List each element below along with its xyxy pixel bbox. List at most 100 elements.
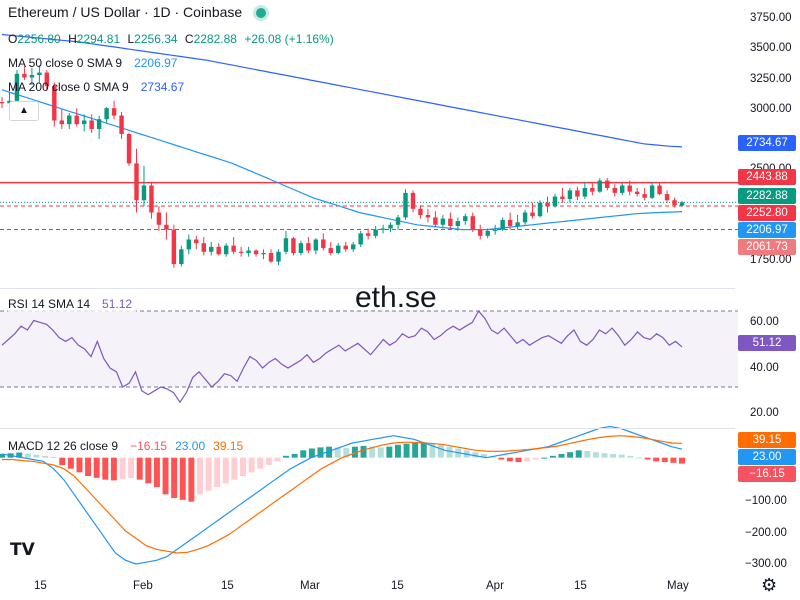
ma200-label: MA 200 close 0 SMA 9 xyxy=(8,80,129,94)
candle-body xyxy=(306,243,311,251)
candle-body xyxy=(522,212,528,223)
candle-body xyxy=(373,229,378,236)
macd-histogram-bar xyxy=(515,457,522,463)
macd-legend[interactable]: MACD 12 26 close 9 −16.15 23.00 39.15 xyxy=(8,438,247,454)
candle-body xyxy=(186,239,192,250)
macd-histogram-bar xyxy=(93,457,100,478)
candle-body xyxy=(336,245,341,253)
symbol-title-text: Ethereum / US Dollar · 1D · Coinbase xyxy=(8,4,243,20)
rsi-value-label: 51.12 xyxy=(738,335,796,351)
candle-body xyxy=(104,108,109,120)
last-price-label: 2282.88 xyxy=(738,188,796,204)
pane-separator[interactable] xyxy=(0,288,735,289)
candle-body xyxy=(605,180,610,188)
macd-hist-label: −16.15 xyxy=(738,466,796,482)
candle-body xyxy=(642,194,647,198)
candle-body xyxy=(328,248,334,253)
candle-body xyxy=(440,218,446,225)
candle-body xyxy=(560,196,565,199)
ohlc-high-label: H xyxy=(68,32,77,46)
macd-histogram-bar xyxy=(59,457,66,465)
macd-histogram-bar xyxy=(179,457,186,500)
ma50-legend[interactable]: MA 50 close 0 SMA 9 2206.97 xyxy=(8,55,181,71)
candle-body xyxy=(298,243,304,253)
candle-body xyxy=(365,233,371,236)
time-axis-tick: Feb xyxy=(133,580,153,592)
ohlc-high: 2294.81 xyxy=(76,32,121,46)
ohlc-open: 2256.80 xyxy=(17,32,61,46)
macd-histogram-bar xyxy=(16,452,23,458)
macd-histogram-bar xyxy=(506,457,513,462)
candle-body xyxy=(620,185,625,193)
macd-hist-value: −16.15 xyxy=(130,439,168,453)
candle-body xyxy=(238,251,244,253)
candle-body xyxy=(567,190,573,199)
candle-body xyxy=(492,229,498,231)
macd-histogram-bar xyxy=(102,457,109,480)
macd-histogram-bar xyxy=(481,454,488,458)
symbol-title: Ethereum / US Dollar · 1D · Coinbase xyxy=(8,4,270,20)
rsi-band xyxy=(0,311,738,387)
candle-body xyxy=(134,163,139,201)
macd-histogram-bar xyxy=(231,457,238,480)
time-axis-tick: May xyxy=(667,580,689,592)
candle-body xyxy=(679,202,685,206)
candle-body xyxy=(44,72,50,87)
macd-signal-value: 39.15 xyxy=(213,439,244,453)
chevron-up-icon: ▲ xyxy=(19,105,29,116)
candle-body xyxy=(111,108,117,116)
candle-body xyxy=(164,224,169,230)
price-axis-tick: 3000.00 xyxy=(750,103,792,115)
candle-body xyxy=(52,86,57,121)
candle-body xyxy=(545,202,550,207)
candle-body xyxy=(448,218,453,226)
macd-histogram-bar xyxy=(119,457,126,479)
candle-body xyxy=(455,221,461,226)
macd-histogram-bar xyxy=(128,457,135,478)
ma200-price-label: 2734.67 xyxy=(738,135,796,151)
candle-body xyxy=(276,251,281,262)
candle-body xyxy=(291,238,296,253)
candle-body xyxy=(194,239,199,244)
macd-histogram-bar xyxy=(661,457,668,463)
macd-histogram-bar xyxy=(257,457,264,469)
candle-body xyxy=(283,238,289,252)
candle-body xyxy=(81,120,87,125)
tradingview-logo[interactable]: TV xyxy=(10,540,35,560)
time-axis-tick: Mar xyxy=(300,580,320,592)
candle-body xyxy=(74,115,79,125)
macd-histogram-bar xyxy=(317,447,324,458)
candle-body xyxy=(552,196,558,207)
macd-histogram-bar xyxy=(222,457,229,484)
collapse-legend-button[interactable]: ▲ xyxy=(9,101,39,121)
gear-icon[interactable]: ⚙ xyxy=(761,575,778,595)
price-axis-tick: 1750.00 xyxy=(750,254,792,266)
price-pane xyxy=(0,33,738,268)
candle-body xyxy=(141,185,147,201)
candle-body xyxy=(395,217,401,225)
price-axis-tick: 3250.00 xyxy=(750,73,792,85)
ma50-line xyxy=(1,89,683,231)
ma200-legend[interactable]: MA 200 close 0 SMA 9 2734.67 xyxy=(8,79,188,95)
macd-histogram-bar xyxy=(412,443,419,458)
rsi-label: RSI 14 SMA 14 xyxy=(8,297,91,311)
macd-histogram-bar xyxy=(291,454,298,458)
macd-histogram-bar xyxy=(188,457,195,502)
candle-body xyxy=(261,253,266,255)
ohlc-change: +26.08 (+1.16%) xyxy=(244,32,334,46)
candle-body xyxy=(507,219,513,226)
candle-body xyxy=(433,217,438,225)
support2-price-label: 2061.73 xyxy=(738,239,796,255)
candle-body xyxy=(223,245,229,255)
macd-histogram-bar xyxy=(343,448,350,458)
price-axis-tick: 3500.00 xyxy=(750,42,792,54)
candle-body xyxy=(418,208,423,215)
rsi-legend[interactable]: RSI 14 SMA 14 51.12 xyxy=(8,296,137,312)
candle-body xyxy=(403,192,408,218)
macd-histogram-bar xyxy=(300,450,307,458)
pane-separator[interactable] xyxy=(0,428,735,429)
macd-histogram-bar xyxy=(386,446,393,458)
rsi-pane xyxy=(0,309,738,404)
rsi-value: 51.12 xyxy=(102,297,133,311)
